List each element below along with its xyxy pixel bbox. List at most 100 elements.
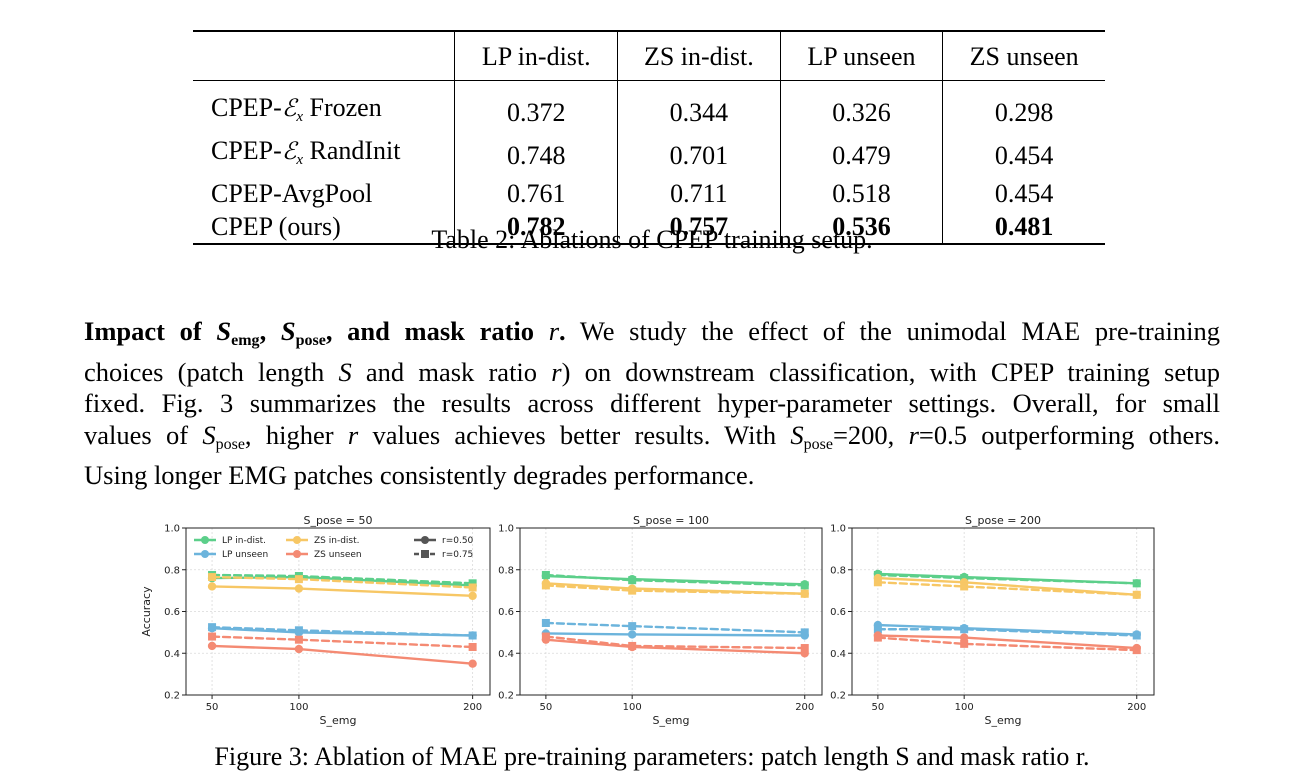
legend-marker bbox=[421, 536, 429, 544]
table-cell: 0.344 bbox=[617, 80, 781, 134]
series-line bbox=[544, 632, 806, 637]
data-point bbox=[873, 578, 882, 587]
x-axis-label: S_emg bbox=[653, 714, 690, 727]
row-label: CPEP (ours) bbox=[211, 212, 341, 241]
table-header-lp-in-dist: LP in-dist. bbox=[454, 31, 618, 81]
data-point bbox=[873, 633, 882, 642]
legend-label: ZS unseen bbox=[314, 550, 362, 560]
table-cell: 0.748 bbox=[454, 134, 618, 177]
legend-marker bbox=[293, 536, 301, 544]
legend-label: r=0.50 bbox=[442, 536, 474, 546]
y-tick-label: 0.4 bbox=[498, 649, 514, 660]
data-point bbox=[541, 632, 550, 641]
chart-panel-2: 0.2 0.4 0.6 0.8 1.0 50 100 200 S_pose = 100 S_emg bbox=[498, 514, 823, 727]
data-point bbox=[207, 582, 217, 591]
paragraph-line: choices (patch length S and mask ratio r… bbox=[84, 356, 1220, 387]
table-row: CPEP (ours) 0.782 0.757 0.536 0.481 bbox=[193, 210, 1105, 244]
data-point bbox=[208, 632, 217, 641]
y-tick-label: 0.4 bbox=[830, 649, 846, 660]
series-line bbox=[210, 644, 474, 665]
data-point bbox=[960, 582, 969, 591]
chart-title: S_pose = 50 bbox=[304, 514, 373, 527]
y-tick-label: 0.6 bbox=[498, 607, 514, 618]
x-tick-label: 50 bbox=[540, 702, 553, 713]
data-point bbox=[628, 586, 637, 595]
paragraph-heading: Impact of Semg, Spose, and mask ratio r. bbox=[84, 316, 566, 349]
math-subscript: x bbox=[296, 109, 304, 125]
data-point bbox=[294, 635, 303, 644]
table-header-row: LP in-dist. ZS in-dist. LP unseen ZS uns… bbox=[193, 31, 1105, 81]
x-tick-label: 200 bbox=[1127, 702, 1146, 713]
data-point bbox=[959, 633, 969, 642]
data-point bbox=[468, 631, 477, 640]
data-point bbox=[628, 641, 637, 650]
data-point bbox=[1132, 646, 1141, 655]
table-caption: Table 2: Ablations of CPEP training setu… bbox=[431, 225, 873, 254]
chart-legend: LP in-dist. ZS in-dist. LP unseen ZS unseen… bbox=[194, 536, 474, 560]
table-header-empty bbox=[193, 31, 455, 81]
data-point bbox=[294, 575, 303, 584]
data-point bbox=[628, 576, 637, 585]
y-tick-label: 0.2 bbox=[164, 691, 180, 702]
x-axis-label: S_emg bbox=[320, 714, 357, 727]
series-line bbox=[876, 634, 1138, 650]
y-tick-label: 0.8 bbox=[498, 565, 514, 576]
table-cell-best: 0.481 bbox=[942, 210, 1105, 244]
y-tick-label: 0.2 bbox=[498, 691, 514, 702]
y-tick-label: 0.8 bbox=[830, 565, 846, 576]
legend-marker bbox=[421, 550, 429, 558]
y-axis-label: Accuracy bbox=[140, 586, 153, 637]
data-point bbox=[468, 579, 477, 588]
legend-label: ZS in-dist. bbox=[314, 536, 359, 546]
data-point bbox=[468, 591, 477, 601]
data-point bbox=[1132, 590, 1141, 599]
paragraph-line: Impact of Semg, Spose, and mask ratio r.… bbox=[84, 316, 1220, 349]
table-cell: 0.518 bbox=[779, 177, 943, 210]
chart-title: S_pose = 200 bbox=[965, 514, 1041, 527]
table-cell: 0.479 bbox=[779, 134, 943, 177]
series-line bbox=[876, 636, 1138, 652]
data-point bbox=[800, 644, 809, 653]
data-point bbox=[541, 570, 550, 579]
x-axis-label: S_emg bbox=[985, 714, 1022, 727]
y-tick-label: 0.6 bbox=[164, 607, 180, 618]
table-header-zs-unseen: ZS unseen bbox=[942, 31, 1105, 81]
series-line bbox=[876, 628, 1138, 637]
data-point bbox=[628, 622, 637, 631]
data-point bbox=[468, 642, 477, 651]
row-label: CPEP-AvgPool bbox=[211, 179, 373, 208]
legend-label: r=0.75 bbox=[442, 550, 473, 560]
data-point bbox=[873, 625, 882, 634]
legend-marker bbox=[293, 550, 301, 558]
chart-title: S_pose = 100 bbox=[633, 514, 709, 527]
table-cell: 0.761 bbox=[454, 177, 618, 210]
table-cell: 0.372 bbox=[454, 80, 618, 134]
chart-panel-1: 0.2 0.4 0.6 0.8 1.0 50 100 200 S_pose = 50 S_emg A… bbox=[140, 514, 491, 727]
data-point bbox=[468, 583, 477, 592]
data-point bbox=[207, 641, 217, 651]
legend-marker bbox=[201, 536, 209, 544]
x-tick-label: 50 bbox=[872, 702, 885, 713]
legend-label: LP unseen bbox=[222, 550, 268, 560]
data-point bbox=[208, 623, 217, 632]
y-tick-label: 0.2 bbox=[830, 691, 846, 702]
x-tick-label: 200 bbox=[463, 702, 482, 713]
x-tick-label: 100 bbox=[955, 702, 974, 713]
data-point bbox=[627, 630, 637, 639]
data-point bbox=[960, 639, 969, 648]
y-tick-label: 0.4 bbox=[164, 649, 180, 660]
math-subscript: x bbox=[296, 152, 304, 168]
data-point bbox=[541, 581, 550, 590]
math-symbol: ℰ bbox=[281, 137, 297, 165]
table-cell: 0.326 bbox=[779, 80, 943, 134]
series-line bbox=[210, 635, 474, 649]
chart-panel-3: 0.2 0.4 0.6 0.8 1.0 50 100 200 S_pose = 200 S_emg bbox=[830, 514, 1155, 727]
data-point bbox=[800, 628, 809, 637]
y-tick-label: 0.6 bbox=[830, 607, 846, 618]
series-line bbox=[544, 573, 806, 587]
figure-charts: 0.2 0.4 0.6 0.8 1.0 50 100 200 S_pose = 50 S_emg A… bbox=[140, 514, 1155, 727]
table-cell-best: 0.782 bbox=[454, 210, 618, 244]
data-point bbox=[208, 573, 217, 582]
data-point bbox=[294, 644, 304, 654]
x-tick-label: 50 bbox=[206, 702, 219, 713]
